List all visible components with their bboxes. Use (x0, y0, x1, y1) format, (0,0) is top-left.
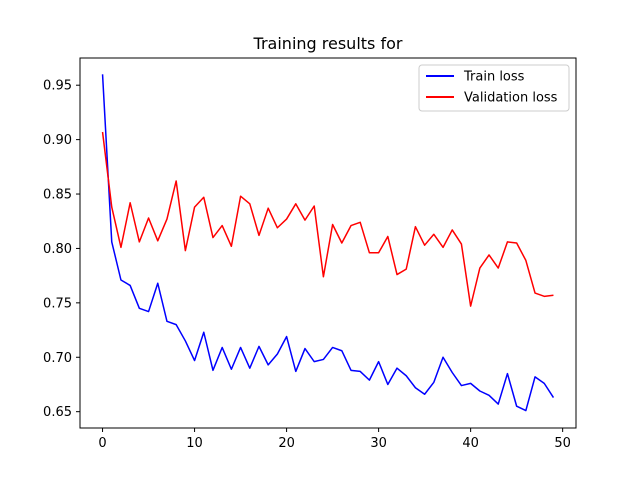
y-tick-label: 0.95 (43, 79, 72, 94)
legend: Train loss Validation loss (418, 64, 570, 112)
plot-frame (79, 57, 577, 429)
x-tick-label: 20 (278, 436, 295, 451)
legend-label-train: Train loss (463, 70, 525, 85)
series-line-validation-loss (101, 131, 554, 307)
legend-label-validation: Validation loss (464, 91, 558, 106)
legend-box (418, 64, 570, 112)
x-tick-label: 30 (370, 436, 387, 451)
y-tick-label: 0.80 (43, 242, 72, 257)
x-tick-label: 40 (462, 436, 479, 451)
plot-area (80, 58, 576, 428)
chart-title: Training results for (253, 34, 403, 53)
y-tick-label: 0.85 (43, 188, 72, 203)
x-tick-label: 0 (98, 436, 106, 451)
x-tick-label: 50 (554, 436, 571, 451)
y-tick-label: 0.70 (43, 351, 72, 366)
series-layer (101, 74, 555, 412)
x-tick-label: 10 (186, 436, 203, 451)
y-axis-ticks: 0.65 0.70 0.75 0.80 0.85 0.90 0.95 (43, 79, 80, 420)
x-axis-ticks: 0 10 20 30 40 50 (98, 428, 571, 451)
y-tick-label: 0.75 (43, 296, 72, 311)
y-tick-label: 0.90 (43, 133, 72, 148)
series-line-train-loss (101, 74, 555, 412)
y-tick-label: 0.65 (43, 405, 72, 420)
